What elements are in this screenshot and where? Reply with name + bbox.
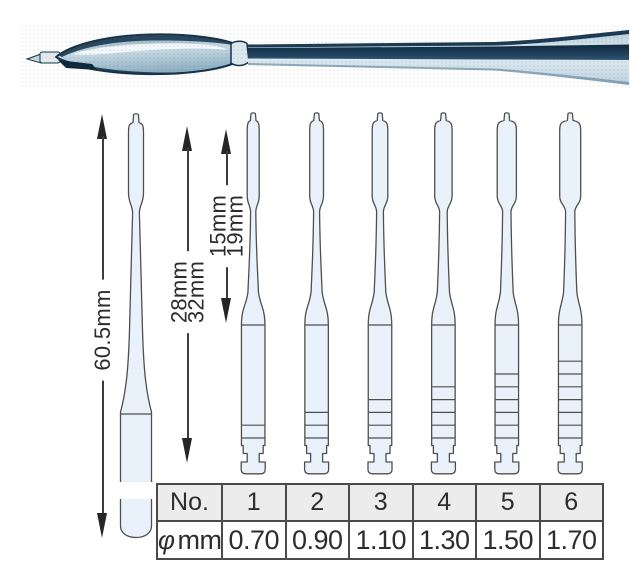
table-values-row: φ mm 0.70 0.90 1.10 1.30 1.50 1.70 (156, 520, 604, 560)
halftone-texture (20, 26, 630, 88)
instrument-body (303, 112, 330, 475)
table-cell-diameter: 1.70 (538, 520, 604, 560)
dimension-text: 19mm (221, 194, 247, 258)
master-instrument-drawing (118, 113, 154, 539)
arrowhead-up-icon (97, 114, 107, 139)
table-cell-number: 4 (411, 483, 477, 522)
length-break-band (118, 482, 154, 499)
diameter-unit: mm (177, 524, 222, 555)
dimension-blade-length: 15mm 19mm (205, 129, 247, 323)
table-cell-diameter: 1.10 (348, 520, 414, 560)
dimension-overall-length: 60.5mm (89, 114, 114, 538)
instrument-body (240, 112, 266, 475)
dimension-shaft-length: 28mm 32mm (166, 126, 208, 463)
instrument-body (557, 112, 583, 475)
dimension-label: 28mm 32mm (166, 250, 208, 334)
dimension-label: 15mm 19mm (205, 184, 247, 268)
table-cell-number: 2 (284, 483, 350, 522)
table-cell-number: 1 (221, 483, 287, 522)
instrument-4-drawing (430, 112, 457, 475)
instrument-body (367, 112, 393, 475)
table-cell-diameter-label: φ mm (156, 520, 223, 560)
table-cell-diameter: 1.30 (411, 520, 477, 560)
product-photo (20, 26, 630, 88)
dimension-text: 32mm (182, 260, 208, 324)
table-cell-diameter: 0.70 (221, 520, 287, 560)
table-cell-diameter: 0.90 (284, 520, 350, 560)
instrument-body (494, 112, 520, 475)
instrument-2-drawing (303, 112, 330, 475)
instrument-3-drawing (367, 112, 393, 475)
phi-symbol: φ (158, 524, 175, 555)
instrument-body (430, 112, 457, 475)
instrument-5-drawing (494, 112, 520, 475)
table-cell-number: 3 (348, 483, 414, 522)
table-cell-number: 5 (475, 483, 541, 522)
arrowhead-up-icon (182, 126, 192, 151)
dimension-label: 60.5mm (89, 279, 115, 381)
instrument-1-drawing (240, 112, 266, 475)
instrument-6-drawing (557, 112, 583, 475)
table-header-row: No. 1 2 3 4 5 6 (156, 483, 604, 522)
arrowhead-down-icon (182, 438, 192, 463)
table-cell-number: 6 (538, 483, 604, 522)
arrowhead-up-icon (221, 129, 231, 154)
arrowhead-down-icon (97, 513, 107, 538)
table-cell-diameter: 1.50 (475, 520, 541, 560)
table-cell-no-label: No. (156, 483, 223, 522)
arrowhead-down-icon (221, 298, 231, 323)
dimension-text: 60.5mm (89, 289, 115, 371)
master-instrument-body (119, 113, 153, 539)
size-table: No. 1 2 3 4 5 6 φ mm 0.70 0.90 1.10 1.30 … (156, 483, 604, 560)
